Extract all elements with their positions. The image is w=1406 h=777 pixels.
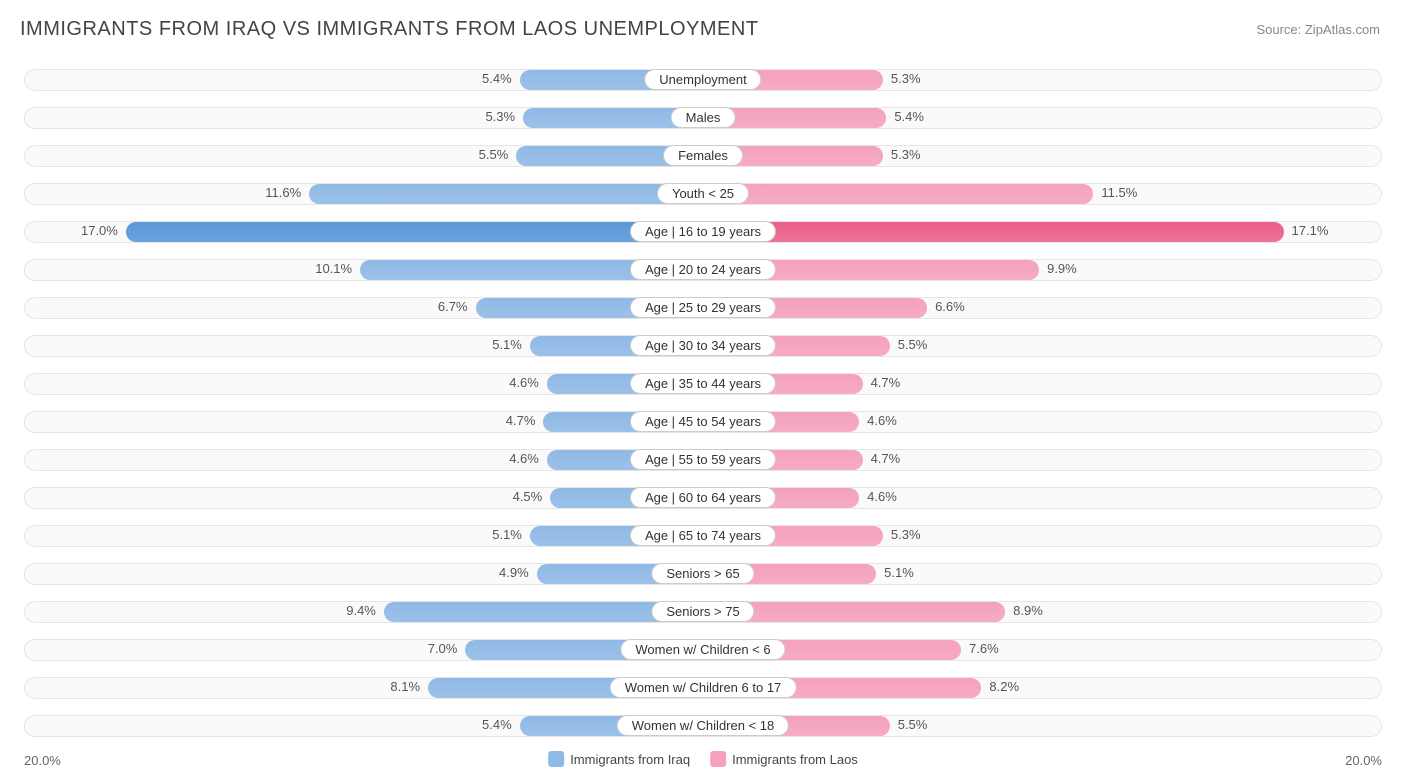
value-label-left: 11.6% [265,185,301,200]
value-label-left: 4.6% [509,375,539,390]
legend-swatch-left [548,751,564,767]
bar-row: 6.7% 6.6% Age | 25 to 29 years [24,291,1382,325]
bar-row: 5.5% 5.3% Females [24,139,1382,173]
bar-row: 17.0% 17.1% Age | 16 to 19 years [24,215,1382,249]
value-label-right: 17.1% [1292,223,1329,238]
value-label-right: 4.6% [867,413,897,428]
chart-title: IMMIGRANTS FROM IRAQ VS IMMIGRANTS FROM … [20,18,1386,41]
value-label-left: 4.7% [506,413,536,428]
bar-row: 8.1% 8.2% Women w/ Children 6 to 17 [24,671,1382,705]
chart-footer: 20.0% Immigrants from Iraq Immigrants fr… [20,749,1386,777]
category-label: Age | 16 to 19 years [630,221,776,242]
value-label-left: 9.4% [346,603,376,618]
bar-row: 5.3% 5.4% Males [24,101,1382,135]
category-label: Age | 60 to 64 years [630,487,776,508]
value-label-left: 6.7% [438,299,468,314]
category-label: Females [663,145,743,166]
category-label: Age | 65 to 74 years [630,525,776,546]
category-label: Unemployment [644,69,761,90]
value-label-right: 7.6% [969,641,999,656]
bar-row: 7.0% 7.6% Women w/ Children < 6 [24,633,1382,667]
bar-left [126,222,703,242]
bar-row: 9.4% 8.9% Seniors > 75 [24,595,1382,629]
bar-row: 5.1% 5.3% Age | 65 to 74 years [24,519,1382,553]
legend-swatch-right [710,751,726,767]
category-label: Males [671,107,736,128]
value-label-right: 11.5% [1101,185,1137,200]
value-label-left: 17.0% [81,223,118,238]
value-label-left: 10.1% [315,261,352,276]
value-label-left: 5.4% [482,71,512,86]
bar-row: 11.6% 11.5% Youth < 25 [24,177,1382,211]
legend-label-left: Immigrants from Iraq [570,752,690,767]
bar-left [309,184,703,204]
category-label: Age | 25 to 29 years [630,297,776,318]
bar-row: 10.1% 9.9% Age | 20 to 24 years [24,253,1382,287]
bar-row: 5.4% 5.3% Unemployment [24,63,1382,97]
category-label: Age | 30 to 34 years [630,335,776,356]
category-label: Age | 35 to 44 years [630,373,776,394]
bar-row: 5.4% 5.5% Women w/ Children < 18 [24,709,1382,743]
bar-row: 4.7% 4.6% Age | 45 to 54 years [24,405,1382,439]
value-label-right: 9.9% [1047,261,1077,276]
legend-label-right: Immigrants from Laos [732,752,858,767]
bar-row: 4.9% 5.1% Seniors > 65 [24,557,1382,591]
value-label-right: 4.6% [867,489,897,504]
value-label-right: 5.5% [898,717,928,732]
value-label-left: 4.9% [499,565,529,580]
axis-max-left: 20.0% [24,753,61,768]
value-label-right: 4.7% [871,375,901,390]
value-label-left: 4.6% [509,451,539,466]
legend-item-left: Immigrants from Iraq [548,751,690,767]
value-label-left: 5.3% [485,109,515,124]
bar-row: 5.1% 5.5% Age | 30 to 34 years [24,329,1382,363]
category-label: Age | 20 to 24 years [630,259,776,280]
value-label-left: 4.5% [513,489,543,504]
category-label: Women w/ Children < 18 [617,715,789,736]
category-label: Women w/ Children 6 to 17 [610,677,797,698]
value-label-right: 5.3% [891,71,921,86]
chart-area: 5.4% 5.3% Unemployment 5.3% 5.4% Males 5.5% 5.3… [20,63,1386,743]
value-label-left: 5.4% [482,717,512,732]
source-attribution: Source: ZipAtlas.com [1256,22,1380,37]
category-label: Age | 55 to 59 years [630,449,776,470]
bar-row: 4.5% 4.6% Age | 60 to 64 years [24,481,1382,515]
bar-right [703,222,1284,242]
value-label-left: 5.5% [479,147,509,162]
value-label-right: 5.5% [898,337,928,352]
bar-right [703,184,1093,204]
axis-max-right: 20.0% [1345,753,1382,768]
value-label-right: 5.3% [891,147,921,162]
category-label: Women w/ Children < 6 [620,639,785,660]
value-label-right: 5.3% [891,527,921,542]
category-label: Seniors > 65 [651,563,754,584]
category-label: Age | 45 to 54 years [630,411,776,432]
value-label-left: 5.1% [492,527,522,542]
bar-row: 4.6% 4.7% Age | 55 to 59 years [24,443,1382,477]
value-label-right: 8.9% [1013,603,1043,618]
bar-row: 4.6% 4.7% Age | 35 to 44 years [24,367,1382,401]
value-label-right: 8.2% [989,679,1019,694]
value-label-right: 5.1% [884,565,914,580]
value-label-left: 7.0% [428,641,458,656]
category-label: Youth < 25 [657,183,749,204]
value-label-left: 8.1% [390,679,420,694]
value-label-right: 5.4% [894,109,924,124]
legend: Immigrants from Iraq Immigrants from Lao… [548,751,858,767]
value-label-right: 4.7% [871,451,901,466]
category-label: Seniors > 75 [651,601,754,622]
value-label-right: 6.6% [935,299,965,314]
legend-item-right: Immigrants from Laos [710,751,858,767]
value-label-left: 5.1% [492,337,522,352]
